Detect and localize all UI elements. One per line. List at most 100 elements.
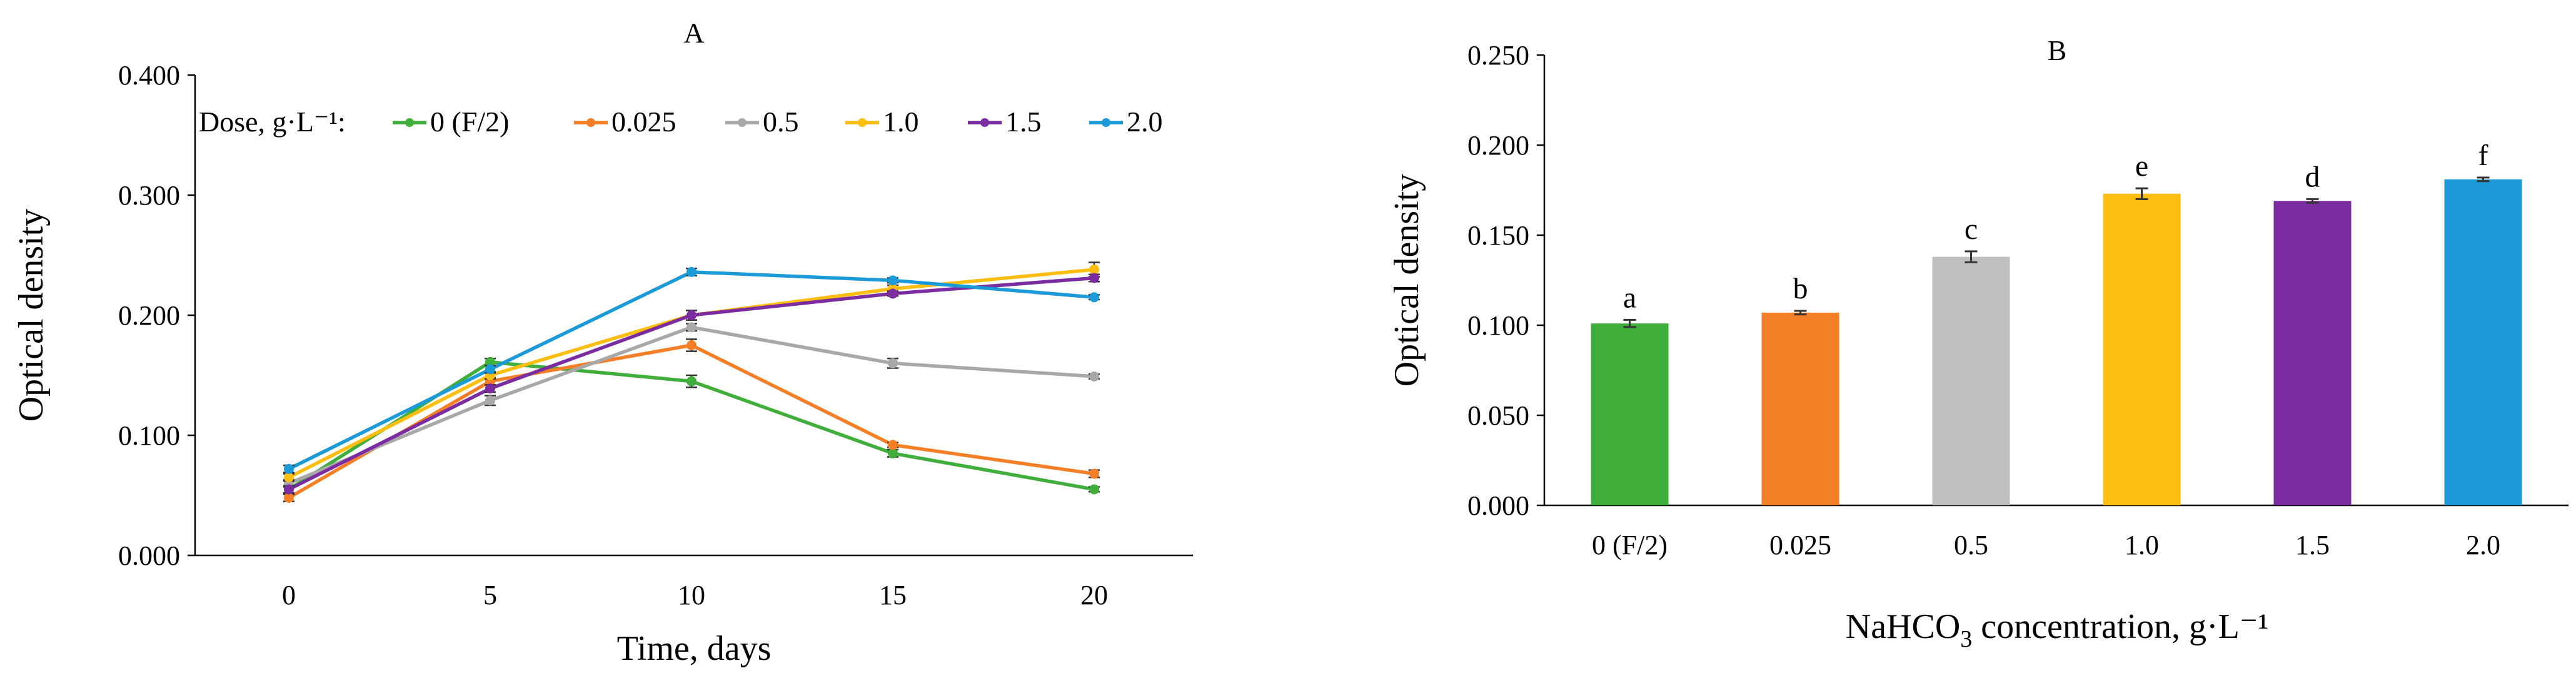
- x-tick-label: 20: [1080, 580, 1108, 610]
- panel-b-bar-chart: 0.000 0.050 0.100 0.150 0.200 0.250 a 0 (F/2) b 0…: [1387, 34, 2568, 652]
- y-tick-label: 0.300: [118, 180, 180, 211]
- y-tick-label: 0.000: [1467, 490, 1529, 521]
- x-axis-title-rest: concentration, g·L⁻¹: [1972, 607, 2268, 646]
- data-point: [888, 448, 898, 458]
- legend-marker: [586, 118, 595, 127]
- data-point: [485, 364, 495, 375]
- legend-label: 0 (F/2): [430, 106, 510, 138]
- x-tick-label: 15: [879, 580, 907, 610]
- x-tick-label: 2.0: [2466, 530, 2500, 560]
- panel-title: A: [683, 17, 704, 49]
- significance-letter: c: [1965, 213, 1978, 246]
- data-point: [284, 492, 294, 503]
- data-point: [284, 472, 294, 483]
- legend-marker: [980, 118, 989, 127]
- bar: [2444, 179, 2522, 506]
- data-point: [485, 383, 495, 394]
- legend-label: 0.5: [763, 106, 799, 138]
- data-point: [888, 358, 898, 368]
- series-1.5: [283, 273, 1100, 495]
- x-tick-label: 1.0: [2125, 530, 2159, 560]
- data-point: [1089, 273, 1099, 283]
- data-point: [687, 340, 697, 350]
- y-tick-label: 0.100: [1467, 310, 1529, 341]
- data-point: [284, 484, 294, 495]
- legend-label: 1.0: [883, 106, 919, 138]
- data-point: [687, 376, 697, 387]
- legend-label: 2.0: [1127, 106, 1163, 138]
- data-point: [888, 275, 898, 286]
- y-tick-label: 0.000: [118, 540, 180, 571]
- x-axis-title: NaHCO3 concentration, g·L⁻¹: [1846, 607, 2268, 652]
- panel-title: B: [2048, 34, 2067, 66]
- bar-group-0.025: b 0.025: [1761, 272, 1839, 560]
- significance-letter: d: [2305, 160, 2320, 193]
- data-point: [1089, 468, 1099, 479]
- bar: [2103, 193, 2181, 505]
- y-tick-label: 0.400: [118, 60, 180, 91]
- y-axis-title: Optical density: [12, 209, 51, 422]
- series-line: [288, 270, 1095, 471]
- x-axis-title: Time, days: [617, 629, 772, 668]
- legend-entry: 0 (F/2): [393, 106, 510, 138]
- series-1.0: [283, 261, 1100, 483]
- y-tick-label: 0.050: [1467, 400, 1529, 431]
- data-point: [485, 357, 495, 367]
- series-0 (F/2): [283, 357, 1100, 495]
- legend-marker: [1102, 118, 1110, 127]
- significance-letter: f: [2478, 139, 2488, 172]
- x-axis-title-subscript: 3: [1960, 626, 1972, 652]
- legend-title: Dose, g·L⁻¹:: [199, 106, 346, 138]
- y-tick-label: 0.100: [118, 420, 180, 451]
- legend-entry: 0.5: [725, 106, 799, 138]
- data-point: [1089, 371, 1099, 382]
- bar-group-1.0: e 1.0: [2103, 149, 2181, 560]
- x-tick-label: 10: [678, 580, 705, 610]
- y-tick-label: 0.200: [118, 300, 180, 331]
- legend-label: 0.025: [611, 106, 677, 138]
- significance-letter: a: [1623, 281, 1636, 314]
- legend-entry: 2.0: [1089, 106, 1163, 138]
- legend-entry: 1.5: [968, 106, 1042, 138]
- x-tick-label: 0.025: [1769, 530, 1831, 560]
- legend-label: 1.5: [1005, 106, 1042, 138]
- bar: [2273, 201, 2352, 505]
- legend-entry: 0.025: [574, 106, 677, 138]
- data-point: [687, 266, 697, 277]
- bar: [1761, 312, 1839, 505]
- data-point: [485, 395, 495, 406]
- data-point: [1089, 484, 1099, 495]
- bar-group-1.5: d 1.5: [2273, 160, 2352, 560]
- x-axis-title-base: NaHCO: [1846, 607, 1961, 646]
- x-tick-label: 5: [483, 580, 497, 610]
- bar-group-2.0: f 2.0: [2444, 139, 2522, 560]
- y-tick-label: 0.150: [1467, 220, 1529, 251]
- significance-letter: e: [2135, 149, 2148, 183]
- legend-entry: 1.0: [845, 106, 919, 138]
- x-tick-label: 1.5: [2295, 530, 2330, 560]
- data-point: [687, 322, 697, 333]
- series-2.0: [283, 266, 1100, 474]
- x-tick-label: 0 (F/2): [1592, 530, 1668, 560]
- y-tick-label: 0.200: [1467, 130, 1529, 161]
- data-point: [687, 310, 697, 320]
- data-point: [1089, 265, 1099, 275]
- legend-marker: [858, 118, 867, 127]
- panel-a-line-chart: 0.000 0.100 0.200 0.300 0.400 0 5 10 15 20 A Time, …: [12, 17, 1193, 668]
- significance-letter: b: [1793, 272, 1808, 305]
- bar: [1932, 256, 2010, 505]
- x-tick-label: 0.5: [1954, 530, 1988, 560]
- legend-marker: [738, 118, 747, 127]
- data-point: [888, 288, 898, 299]
- bar-group-0 (F/2): a 0 (F/2): [1591, 281, 1669, 560]
- bar: [1591, 323, 1669, 505]
- x-tick-label: 0: [282, 580, 296, 610]
- series-line: [288, 268, 1095, 479]
- data-point: [1089, 292, 1099, 303]
- data-point: [284, 463, 294, 474]
- data-point: [888, 440, 898, 450]
- bar-group-0.5: c 0.5: [1932, 213, 2010, 560]
- series-0.025: [283, 338, 1100, 503]
- y-axis-title: Optical density: [1387, 174, 1426, 387]
